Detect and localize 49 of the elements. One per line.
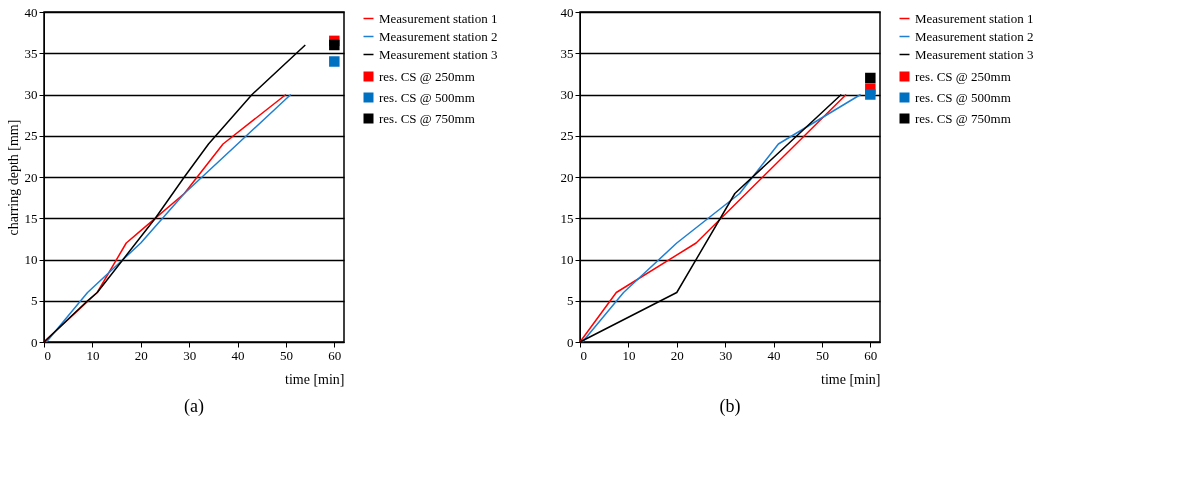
x-tick-label: 60: [328, 347, 342, 363]
x-tick-label: 40: [231, 347, 245, 363]
x-tick-label: 60: [864, 347, 878, 363]
x-tick-label: 20: [134, 347, 148, 363]
y-tick-label: 0: [31, 334, 38, 350]
y-tick-label: 5: [31, 293, 38, 309]
x-tick-label: 10: [86, 347, 100, 363]
x-tick-label: 30: [719, 347, 733, 363]
x-tick-label: 10: [622, 347, 636, 363]
y-tick-label: 10: [560, 252, 574, 267]
y-tick-label: 40: [560, 4, 574, 20]
x-tick-label: 20: [670, 347, 684, 363]
text: (b): [719, 396, 741, 417]
x-tick-label: 0: [44, 347, 51, 363]
y-axis-title: charring depth [mm]: [5, 119, 21, 236]
legend-label: Measurement station 3: [379, 46, 498, 62]
y-tick-label: 20: [560, 169, 574, 185]
y-tick-label: 25: [24, 128, 38, 144]
legend-label: Measurement station 1: [915, 10, 1034, 26]
y-tick-label: 35: [560, 45, 574, 61]
y-tick-label: 15: [560, 210, 574, 226]
legend-label: res. CS @ 750mm: [915, 110, 1011, 126]
y-tick-label: 35: [24, 45, 38, 61]
y-tick-label: 15: [24, 210, 38, 226]
x-tick-label: 50: [815, 347, 829, 363]
y-tick-label: 10: [24, 252, 38, 267]
x-tick-label: 30: [183, 347, 197, 363]
legend-label: res. CS @ 500mm: [379, 89, 475, 105]
y-tick-label: 25: [560, 128, 574, 144]
x-axis-title: time [min]: [285, 371, 345, 387]
x-axis-title: time [min]: [821, 371, 881, 387]
y-tick-label: 20: [24, 169, 38, 185]
legend-label: res. CS @ 250mm: [379, 68, 475, 84]
y-tick-label: 40: [24, 4, 38, 20]
legend-label: res. CS @ 750mm: [379, 110, 475, 126]
legend-label: Measurement station 2: [915, 28, 1034, 44]
y-tick-label: 0: [567, 334, 574, 350]
y-tick-label: 30: [560, 87, 574, 102]
x-tick-label: 0: [580, 347, 587, 363]
legend-label: Measurement station 3: [915, 46, 1034, 62]
text: (a): [184, 396, 204, 417]
legend-label: Measurement station 2: [379, 28, 498, 44]
y-tick-label: 30: [24, 87, 38, 102]
legend-label: Measurement station 1: [379, 10, 498, 26]
x-tick-label: 40: [767, 347, 781, 363]
legend-label: res. CS @ 500mm: [915, 89, 1011, 105]
x-tick-label: 50: [279, 347, 293, 363]
legend-label: res. CS @ 250mm: [915, 68, 1011, 84]
y-tick-label: 5: [567, 293, 574, 309]
